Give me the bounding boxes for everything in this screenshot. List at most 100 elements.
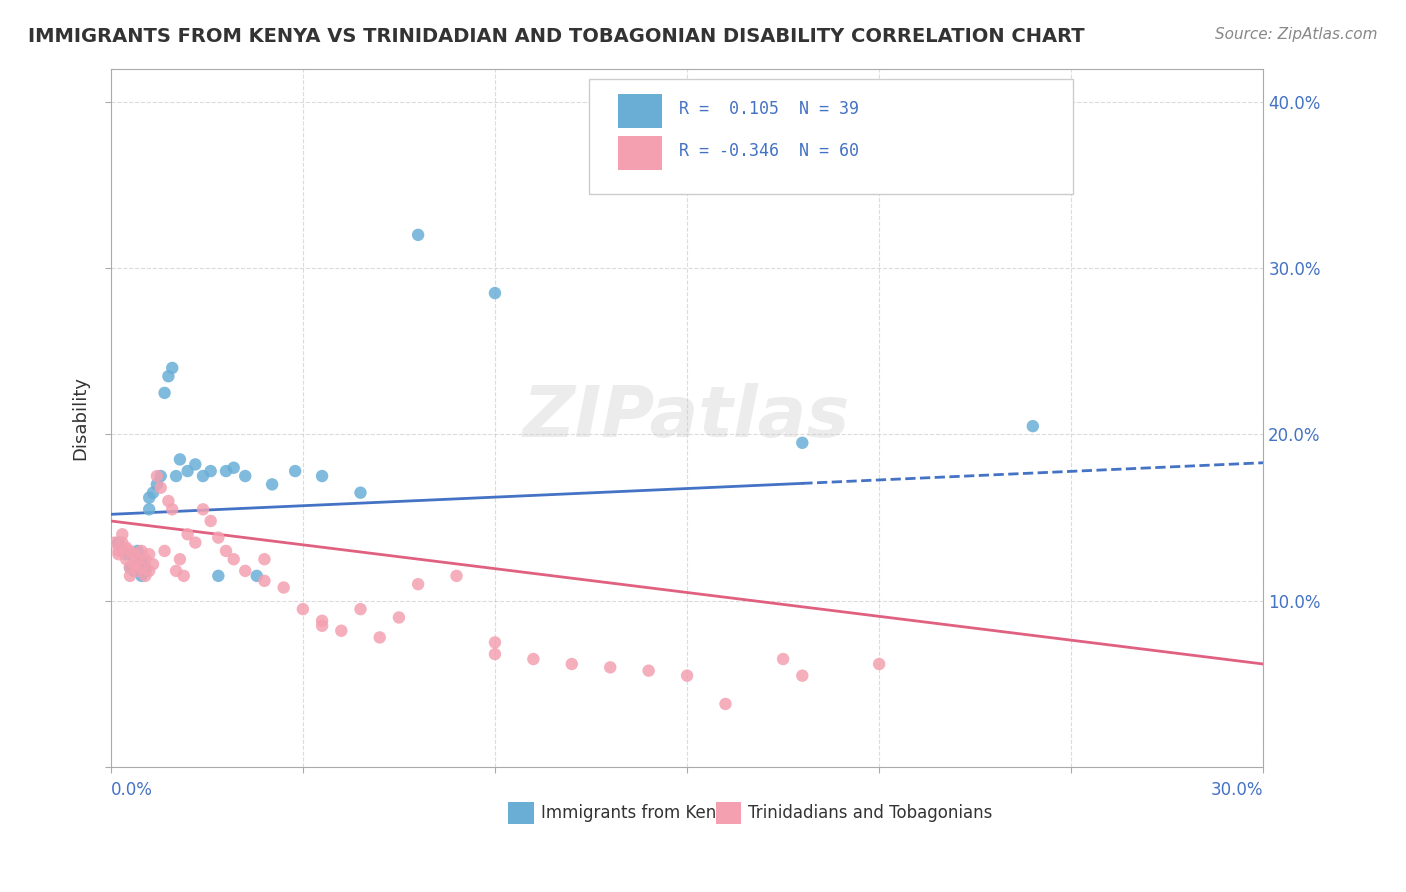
Point [134,569,156,583]
Point [273,581,295,595]
Point [107,535,129,549]
Point [676,668,699,682]
Point [173,569,195,583]
Point [262,477,284,491]
Point [184,458,207,472]
Point [207,531,229,545]
Text: 30.0%: 30.0% [1211,781,1264,799]
FancyBboxPatch shape [589,79,1073,194]
Point [111,535,134,549]
Point [162,502,184,516]
Point [406,227,429,242]
Point [222,460,245,475]
Point [561,657,583,671]
Point [349,602,371,616]
Point [153,385,176,400]
Point [131,560,153,574]
Point [191,469,214,483]
Y-axis label: Disability: Disability [72,376,89,460]
Text: Source: ZipAtlas.com: Source: ZipAtlas.com [1215,27,1378,42]
FancyBboxPatch shape [617,95,662,128]
Point [311,469,333,483]
Point [200,464,222,478]
Point [714,697,737,711]
Point [291,602,314,616]
Point [484,635,506,649]
Point [222,552,245,566]
Text: R = -0.346  N = 60: R = -0.346 N = 60 [679,142,859,160]
Point [246,569,269,583]
Point [446,569,468,583]
Point [207,569,229,583]
Text: Trinidadians and Tobagonians: Trinidadians and Tobagonians [748,804,993,822]
Point [104,535,127,549]
Point [253,574,276,588]
Point [111,527,134,541]
Point [107,544,129,558]
Point [131,569,153,583]
Point [253,552,276,566]
Point [146,469,169,483]
Point [484,647,506,661]
Point [169,452,191,467]
Point [118,560,141,574]
Point [149,481,172,495]
Point [127,564,149,578]
Point [162,360,184,375]
Point [122,564,145,578]
Point [115,547,138,561]
Point [118,569,141,583]
Point [122,550,145,565]
Point [284,464,307,478]
FancyBboxPatch shape [617,136,662,169]
Point [111,544,134,558]
Point [215,464,238,478]
Point [157,494,180,508]
Point [131,552,153,566]
Point [142,485,165,500]
Point [115,541,138,555]
Point [522,652,544,666]
Point [157,369,180,384]
Point [134,564,156,578]
Point [165,469,187,483]
Point [233,564,256,578]
Point [792,435,814,450]
Point [176,464,198,478]
Point [772,652,794,666]
Point [107,547,129,561]
Point [176,527,198,541]
Point [127,544,149,558]
Point [118,560,141,574]
Text: R =  0.105  N = 39: R = 0.105 N = 39 [679,100,859,118]
Point [115,552,138,566]
Point [142,558,165,572]
Point [138,547,160,561]
Point [1022,419,1045,434]
Point [349,485,371,500]
Point [184,535,207,549]
Point [868,657,890,671]
Point [311,619,333,633]
Point [138,564,160,578]
Point [311,614,333,628]
Point [134,552,156,566]
Point [599,660,621,674]
Point [149,469,172,483]
Point [330,624,353,638]
Point [484,286,506,301]
Point [388,610,411,624]
Point [406,577,429,591]
Point [127,558,149,572]
Point [191,502,214,516]
Point [153,544,176,558]
Point [131,544,153,558]
Text: Immigrants from Kenya: Immigrants from Kenya [541,804,735,822]
Point [792,668,814,682]
Point [215,544,238,558]
Point [165,564,187,578]
Point [368,631,391,645]
Point [637,664,659,678]
Point [169,552,191,566]
Text: 0.0%: 0.0% [111,781,153,799]
